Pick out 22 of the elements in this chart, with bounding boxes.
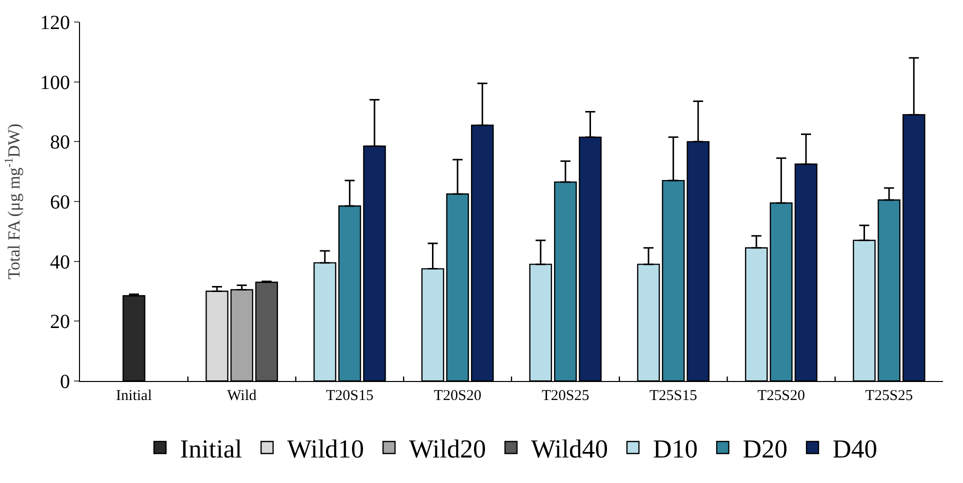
x-tick-label: T25S15	[650, 388, 698, 404]
y-tick-label: 0	[60, 371, 70, 393]
x-tick-label: T20S15	[326, 388, 374, 404]
legend-label: Initial	[180, 434, 242, 464]
legend-label: Wild10	[287, 434, 364, 464]
y-tick-label: 80	[50, 132, 70, 154]
x-tick-label: Wild	[227, 388, 257, 404]
x-tick-label: T25S20	[757, 388, 805, 404]
y-tick-label: 20	[50, 311, 70, 334]
legend-label: Wild40	[531, 434, 608, 464]
legend-label: D20	[742, 434, 788, 464]
legend-label: Wild20	[409, 434, 486, 464]
x-tick-label: T20S20	[434, 388, 482, 404]
y-tick-label: 40	[50, 251, 70, 274]
y-tick-label: 100	[40, 72, 70, 94]
legend-label: D40	[832, 434, 878, 464]
y-tick-label: 120	[40, 12, 70, 34]
x-tick-label: T20S25	[542, 388, 590, 404]
x-tick-label: Initial	[116, 388, 152, 404]
x-tick-label: T25S25	[865, 388, 913, 404]
legend-label: D10	[652, 434, 698, 464]
y-tick-label: 60	[50, 192, 70, 214]
